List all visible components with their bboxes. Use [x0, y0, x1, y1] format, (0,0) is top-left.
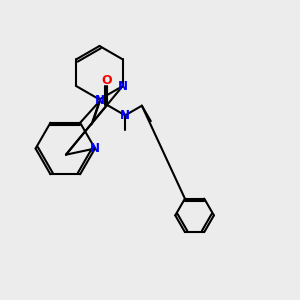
Text: N: N: [118, 80, 128, 93]
Text: O: O: [102, 74, 112, 87]
Text: N: N: [90, 142, 100, 155]
Text: N: N: [120, 109, 130, 122]
Text: N: N: [95, 94, 105, 107]
